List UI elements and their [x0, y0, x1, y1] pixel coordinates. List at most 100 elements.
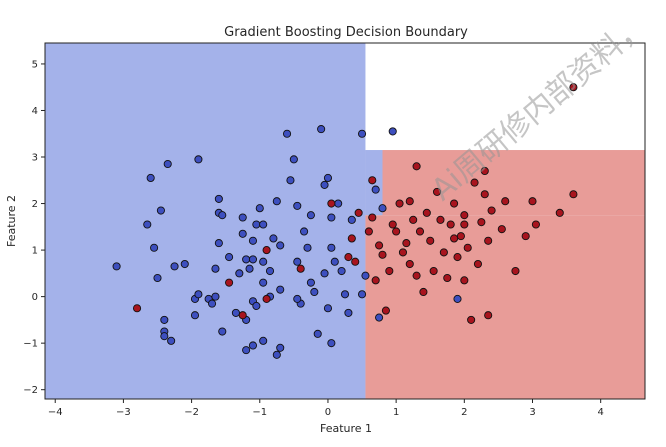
data-point-class-0 [265, 266, 275, 276]
x-tick-label: 1 [393, 407, 399, 418]
data-point-class-1 [368, 213, 377, 222]
data-point-class-0 [170, 262, 179, 271]
data-point-class-0 [167, 336, 176, 345]
data-point-class-0 [306, 278, 315, 287]
data-point-class-0 [231, 308, 240, 317]
data-point-class-0 [276, 343, 285, 352]
data-point-class-1 [460, 276, 469, 285]
data-point-class-1 [238, 311, 247, 320]
data-point-class-1 [480, 190, 489, 199]
data-point-class-0 [357, 129, 367, 138]
data-point-class-1 [555, 208, 564, 217]
data-point-class-0 [194, 290, 203, 299]
data-point-class-0 [330, 257, 339, 266]
data-point-class-1 [402, 239, 411, 248]
data-point-class-0 [337, 266, 346, 276]
data-point-class-1 [456, 232, 465, 241]
y-tick-label: −2 [23, 385, 38, 396]
data-point-class-0 [306, 211, 315, 220]
y-tick-label: −1 [23, 339, 38, 350]
data-point-class-0 [310, 287, 319, 297]
data-point-class-1 [460, 211, 469, 220]
x-axis-label: Feature 1 [320, 422, 372, 435]
data-point-class-1 [477, 218, 486, 227]
data-point-class-0 [225, 253, 234, 262]
data-point-class-0 [160, 315, 169, 324]
data-point-class-0 [272, 350, 281, 359]
data-point-class-1 [395, 199, 404, 208]
data-point-class-1 [412, 162, 421, 171]
data-point-class-0 [334, 199, 343, 208]
data-point-class-0 [276, 241, 285, 250]
data-point-class-0 [248, 341, 258, 350]
data-point-class-0 [259, 220, 268, 229]
y-axis-label: Feature 2 [5, 195, 18, 247]
data-point-class-0 [242, 346, 251, 355]
x-tick-label: 2 [461, 407, 467, 418]
data-point-class-0 [252, 220, 261, 229]
data-point-class-0 [361, 271, 370, 280]
data-point-class-0 [300, 227, 309, 236]
data-point-class-1 [378, 250, 387, 259]
x-tick-label: −2 [184, 407, 199, 418]
data-point-class-1 [368, 176, 377, 185]
data-point-class-0 [340, 290, 350, 299]
data-point-class-1 [460, 220, 469, 229]
data-point-class-1 [409, 215, 418, 224]
data-point-class-1 [385, 266, 394, 276]
region-class-1 [382, 150, 645, 216]
x-tick-label: 3 [529, 407, 535, 418]
data-point-class-0 [248, 236, 258, 245]
data-point-class-0 [375, 313, 384, 322]
data-point-class-0 [163, 159, 172, 169]
data-point-class-0 [214, 239, 223, 248]
data-point-class-1 [443, 273, 452, 283]
data-point-class-0 [276, 285, 285, 294]
data-point-class-0 [327, 243, 336, 252]
data-point-class-1 [426, 236, 435, 245]
data-point-class-1 [392, 227, 401, 236]
data-points [112, 83, 578, 359]
data-point-class-0 [153, 273, 162, 283]
data-point-class-1 [436, 215, 445, 224]
data-point-class-1 [415, 227, 425, 236]
y-tick-label: 3 [32, 153, 38, 164]
data-point-class-0 [211, 264, 220, 273]
chart-title: Gradient Boosting Decision Boundary [224, 25, 468, 40]
data-point-class-1 [569, 83, 578, 92]
data-point-class-0 [347, 215, 356, 224]
data-point-class-0 [242, 255, 251, 264]
data-point-class-0 [269, 234, 278, 243]
data-point-class-1 [354, 208, 363, 217]
data-point-class-1 [531, 220, 540, 229]
region-class-1 [365, 215, 645, 399]
x-tick-label: 4 [597, 407, 603, 418]
data-point-class-1 [371, 276, 380, 285]
data-point-class-1 [347, 234, 356, 243]
x-tick-label: 0 [325, 407, 331, 418]
data-point-class-1 [364, 227, 373, 236]
data-point-class-0 [293, 294, 302, 303]
data-point-class-0 [388, 127, 397, 136]
data-point-class-1 [501, 197, 510, 206]
data-point-class-0 [259, 257, 268, 266]
y-tick-label: 0 [32, 292, 38, 303]
data-point-class-1 [262, 294, 271, 303]
data-point-class-0 [327, 339, 336, 348]
data-point-class-0 [371, 185, 380, 194]
data-point-class-1 [375, 241, 384, 250]
data-point-class-1 [405, 259, 414, 269]
data-point-class-1 [381, 306, 390, 315]
y-tick-label: 1 [32, 246, 38, 257]
data-point-class-0 [259, 336, 268, 345]
data-point-class-1 [497, 225, 506, 234]
region-class-0 [45, 43, 366, 399]
data-point-class-1 [388, 220, 397, 229]
x-tick-label: −3 [116, 407, 131, 418]
x-tick-label: −4 [48, 407, 63, 418]
data-point-class-0 [207, 299, 217, 308]
data-point-class-1 [296, 264, 305, 273]
data-point-class-1 [432, 187, 442, 196]
y-axis: −2 −1 0 1 2 3 4 5 [23, 59, 45, 396]
data-point-class-0 [293, 257, 302, 266]
